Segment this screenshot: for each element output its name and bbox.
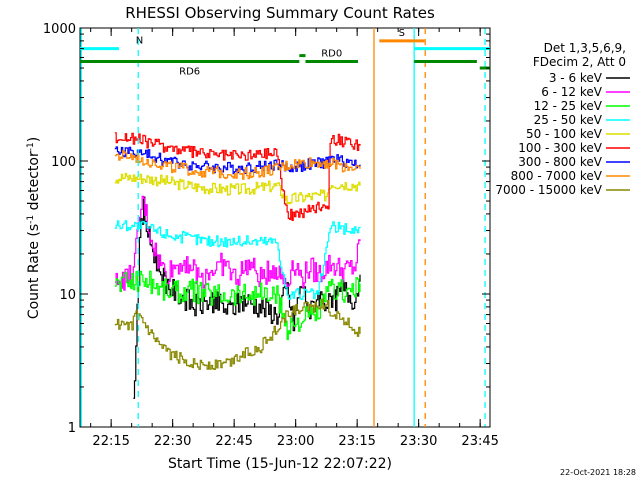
y-tick-label: 1 (68, 421, 76, 436)
legend-label-25-50-kev: 25 - 50 keV (534, 113, 603, 127)
y-axis-label: Count Rate (s-1 detector-1) (26, 137, 42, 319)
series-25-50-kev (114, 220, 361, 300)
annotation-label-rd0: RD0 (321, 48, 342, 59)
x-axis-ticks: 22:15 22:30 22:45 23:00 23:15 23:30 23:45 (90, 28, 499, 449)
x-tick-label: 23:15 (338, 434, 375, 449)
legend-label-6-12-kev: 6 - 12 keV (541, 85, 603, 99)
footer-date: 22-Oct-2021 18:28 (560, 468, 636, 477)
series-800-7000-kev (114, 150, 361, 180)
legend-label-7000-15000-kev: 7000 - 15000 keV (495, 183, 602, 197)
plot-frame (79, 27, 491, 428)
x-axis-label: Start Time (15-Jun-12 22:07:22) (168, 456, 392, 472)
y-axis-label-main: Count Rate (s (26, 224, 42, 319)
series-3-6-kev (133, 196, 361, 399)
x-tick-label: 23:45 (461, 434, 498, 449)
legend-label-800-7000-kev: 800 - 7000 keV (511, 169, 603, 183)
y-axis-label-end: ) (26, 137, 42, 142)
series-300-800-kev (114, 146, 361, 175)
legend-label-50-100-kev: 50 - 100 keV (526, 127, 603, 141)
legend-label-300-800-kev: 300 - 800 keV (518, 155, 602, 169)
series-6-12-kev (114, 195, 361, 292)
x-tick-label: 23:00 (277, 434, 314, 449)
y-tick-label: 10 (59, 288, 76, 303)
series-100-300-kev (114, 132, 361, 221)
x-tick-label: 22:15 (92, 434, 129, 449)
series-7000-15000-kev (114, 298, 361, 370)
annotation-label-s: S (399, 28, 405, 39)
annotation-label-n: N (136, 36, 143, 47)
series-layer (114, 132, 361, 399)
y-axis-ticks: 1 10 100 1000 (43, 22, 490, 436)
chart-title: RHESSI Observing Summary Count Rates (125, 4, 435, 22)
legend-label-100-300-kev: 100 - 300 keV (518, 141, 602, 155)
x-tick-label: 23:30 (400, 434, 437, 449)
legend-header-line-1: Det 1,3,5,6,9, (544, 41, 626, 55)
legend-label-12-25-kev: 12 - 25 keV (534, 99, 603, 113)
y-axis-label-sup1: -1 (26, 215, 36, 224)
markers-layer (80, 28, 486, 427)
y-axis-label-mid: detector (26, 151, 42, 215)
legend: Det 1,3,5,6,9, FDecim 2, Att 0 3 - 6 keV… (495, 41, 630, 197)
y-axis-label-sup2: -1 (26, 142, 36, 151)
y-tick-label: 1000 (43, 22, 76, 37)
annotation-layer: N RD6 RD0 S (80, 28, 490, 77)
y-tick-label: 100 (51, 155, 76, 170)
legend-header-line-2: FDecim 2, Att 0 (533, 55, 626, 69)
legend-label-3-6-kev: 3 - 6 keV (549, 71, 603, 85)
series-12-25-kev (114, 270, 361, 341)
annotation-label-rd6: RD6 (179, 66, 200, 77)
x-tick-label: 22:45 (215, 434, 252, 449)
series-50-100-kev (114, 172, 361, 205)
x-tick-label: 22:30 (154, 434, 191, 449)
